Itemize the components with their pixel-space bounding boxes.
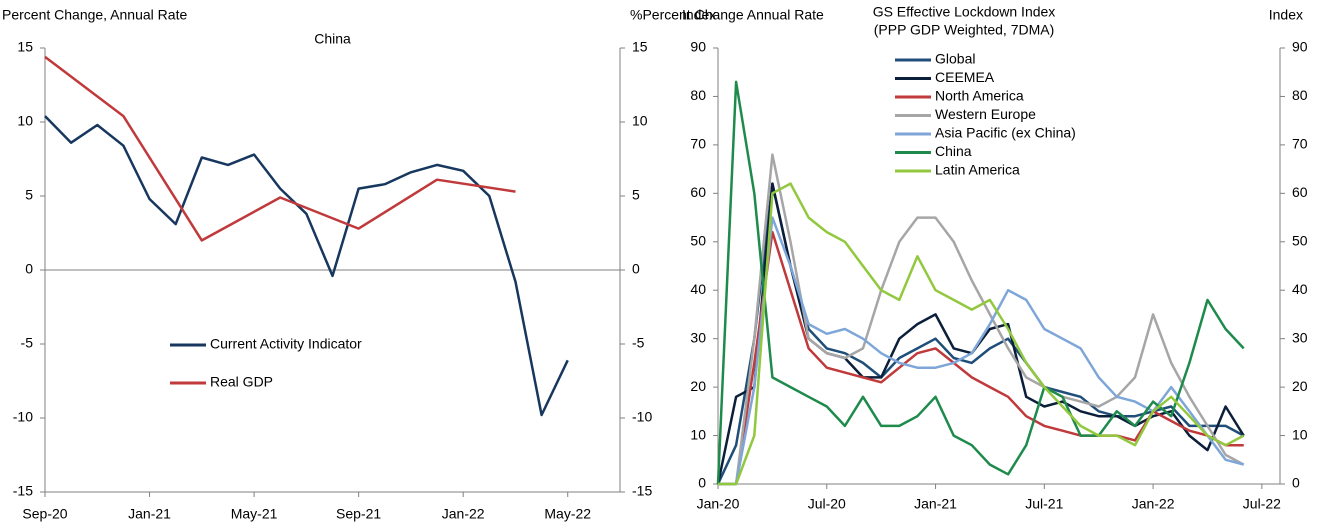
series-line (44, 115, 569, 417)
y-tick-label: 70 (690, 136, 706, 152)
x-tick-label: Jan-22 (442, 506, 485, 522)
y-tick-label: -10 (13, 409, 33, 425)
y2-tick-label: 50 (1292, 232, 1308, 248)
series-line (716, 182, 1245, 485)
y-tick-label: 15 (17, 39, 33, 55)
y2-tick-label: 20 (1292, 378, 1308, 394)
y-tick-label: 90 (690, 39, 706, 55)
y-tick-label: 40 (690, 281, 706, 297)
y-tick-label: 0 (698, 475, 706, 491)
x-tick-label: Jul-21 (1025, 496, 1063, 512)
y2-tick-label: 15 (632, 39, 648, 55)
y2-tick-label: 60 (1292, 184, 1308, 200)
series-line (718, 153, 1245, 486)
y2-tick-label: 70 (1292, 136, 1308, 152)
series-line (718, 216, 1245, 486)
legend-label: North America (935, 88, 1024, 104)
y-tick-label: 10 (17, 113, 33, 129)
y2-tick-label: 5 (632, 187, 640, 203)
x-tick-label: Jan-20 (697, 496, 740, 512)
y2-axis-label: %Percent Change Annual Rate (630, 7, 824, 23)
x-tick-label: May-21 (231, 506, 278, 522)
y-tick-label: 80 (690, 87, 706, 103)
y-tick-label: -15 (13, 483, 33, 499)
chart-subtitle: (PPP GDP Weighted, 7DMA) (874, 22, 1055, 38)
y2-tick-label: -15 (632, 483, 652, 499)
x-tick-label: Jan-21 (128, 506, 171, 522)
legend-label: Western Europe (935, 106, 1036, 122)
series-line (718, 182, 1245, 486)
chart-title: China (314, 31, 351, 47)
x-tick-label: Sep-20 (22, 506, 67, 522)
y2-tick-label: -10 (632, 409, 652, 425)
y2-tick-label: 30 (1292, 329, 1308, 345)
legend-label: Current Activity Indicator (210, 336, 362, 352)
y2-tick-label: 0 (632, 261, 640, 277)
y2-tick-label: 80 (1292, 87, 1308, 103)
x-tick-label: Sep-21 (336, 506, 381, 522)
y-axis-label: Percent Change, Annual Rate (2, 7, 187, 23)
y-tick-label: 10 (690, 426, 706, 442)
x-tick-label: Jan-21 (914, 496, 957, 512)
legend-label: Real GDP (210, 374, 273, 390)
legend-label: Asia Pacific (ex China) (935, 125, 1076, 141)
y-tick-label: 0 (25, 261, 33, 277)
y2-tick-label: 0 (1292, 475, 1300, 491)
y2-tick-label: 10 (632, 113, 648, 129)
series-line (716, 182, 1245, 485)
y-tick-label: 50 (690, 232, 706, 248)
y-tick-label: 30 (690, 329, 706, 345)
chart-title: GS Effective Lockdown Index (873, 4, 1056, 20)
legend-label: China (935, 143, 972, 159)
legend-label: CEEMEA (935, 69, 995, 85)
y-axis-label: Index (682, 7, 716, 23)
legend-label: Latin America (935, 162, 1020, 178)
y2-tick-label: 10 (1292, 426, 1308, 442)
legend-label: Global (935, 51, 975, 67)
x-tick-label: Jul-20 (808, 496, 846, 512)
x-tick-label: Jul-22 (1243, 496, 1281, 512)
y2-tick-label: -5 (632, 335, 645, 351)
x-tick-label: May-22 (544, 506, 591, 522)
series-line (716, 80, 1245, 485)
series-line (718, 230, 1244, 486)
y-tick-label: 20 (690, 378, 706, 394)
y-tick-label: 5 (25, 187, 33, 203)
y-tick-label: 60 (690, 184, 706, 200)
y2-tick-label: 90 (1292, 39, 1308, 55)
series-line (44, 55, 516, 242)
x-tick-label: Jan-22 (1132, 496, 1175, 512)
y2-axis-label: Index (1269, 7, 1303, 23)
y2-tick-label: 40 (1292, 281, 1308, 297)
y-tick-label: -5 (21, 335, 34, 351)
